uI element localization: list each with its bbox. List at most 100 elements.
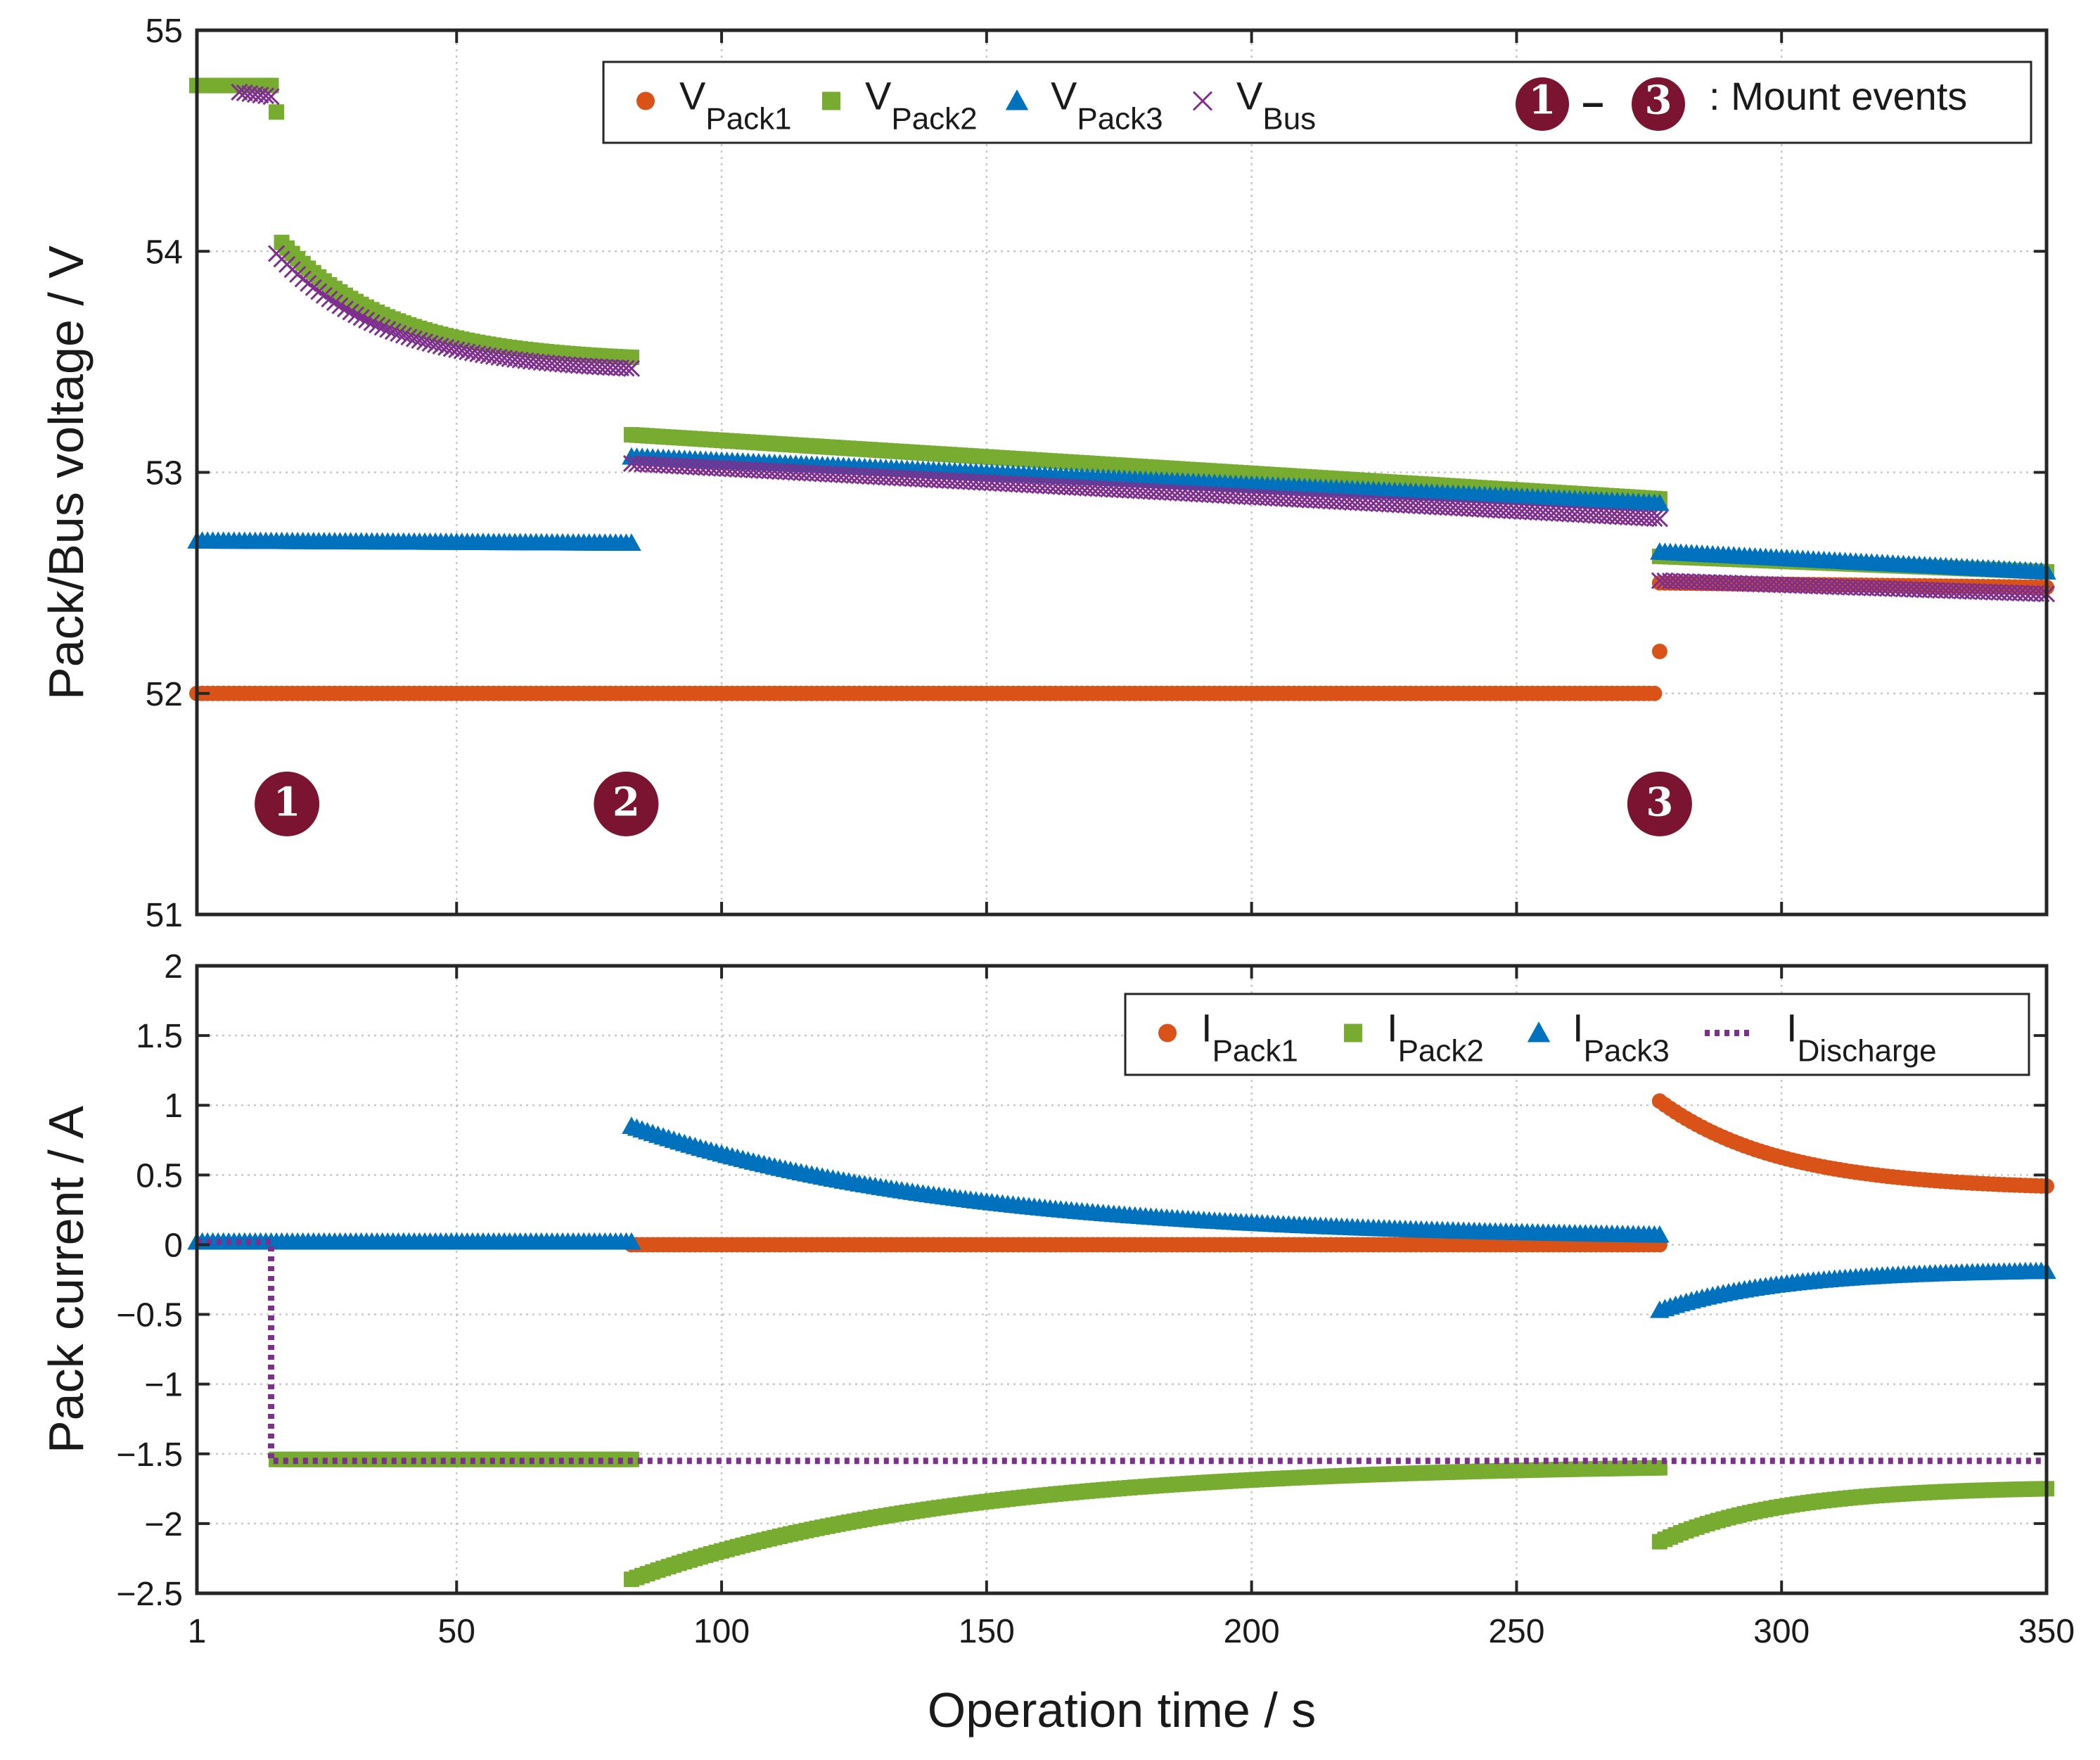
mount-event-marker: 3 [1632,77,1685,131]
series-v-pack1 [189,575,2054,701]
y-tick-label: 51 [146,897,183,934]
data-point [321,291,338,308]
legend-box [602,60,2032,144]
legend-label-sub: Pack2 [891,102,977,136]
x-tick-label: 1 [188,1613,207,1650]
mount-event-label: 2 [613,779,640,825]
data-point [1650,493,1670,511]
data-point [442,340,460,357]
legend-swatch [1192,91,1213,111]
legend-label-sub: Pack3 [1584,1034,1670,1069]
y-tick-label: 55 [146,13,183,50]
data-point [262,88,280,106]
legend-label-sub: Pack1 [1212,1034,1298,1069]
data-point [416,333,434,351]
x-tick-label: 100 [693,1613,750,1650]
series-i-pack1 [623,1093,2054,1253]
data-point [369,316,386,334]
x-tick-label: 300 [1753,1613,1810,1650]
y-tick-label: 1 [164,1088,183,1125]
data-point [358,312,376,329]
data-point [617,359,635,377]
data-point [373,319,391,336]
data-point [352,309,370,326]
y-tick-label: −0.5 [116,1297,183,1334]
data-point [1651,510,1668,528]
mount-event-label: 3 [1645,77,1672,124]
legend-box [1124,993,2030,1076]
legend-swatch [636,91,655,110]
mount-event-marker: 3 [1627,771,1692,836]
data-point [379,321,397,338]
data-point [411,331,428,349]
series-i-pack3 [187,1116,2056,1318]
legend-event-text: : Mount events [1709,74,1967,118]
legend-swatch [1005,89,1029,110]
y-tick-label: −1.5 [116,1436,183,1474]
voltage-axis-title: Pack/Bus voltage / V [39,245,94,700]
data-point [1646,685,1663,701]
x-tick-label: 50 [438,1613,475,1650]
data-point [463,344,481,362]
data-point [342,303,359,321]
discharge-line [197,1238,2047,1465]
data-point [384,323,402,340]
time-axis-title: Operation time / s [928,1683,1316,1737]
data-point [331,297,349,314]
data-point [427,336,444,354]
data-point [1651,644,1667,660]
legend-swatch [1344,1024,1362,1042]
mount-event-marker: 1 [255,771,320,836]
data-point [437,338,455,356]
mount-event-label: 1 [274,779,301,825]
series-i-pack2 [269,1451,2054,1588]
data-point [469,345,487,363]
data-point [432,337,449,355]
x-tick-label: 250 [1488,1613,1544,1650]
y-tick-label: −1 [144,1367,183,1404]
current-axis-title: Pack current / A [39,1106,94,1453]
legend-swatch [1158,1024,1177,1042]
data-point [363,314,380,331]
mount-event-marker: 1 [1516,77,1569,131]
y-tick-label: 52 [146,676,183,713]
y-tick-label: 2 [164,948,183,986]
data-point [448,341,466,359]
data-point [395,326,412,344]
legend-label-sub: Pack2 [1398,1034,1484,1069]
legend-item: IPack1 [1158,1006,1298,1069]
x-tick-label: 350 [2018,1613,2075,1650]
data-point [326,293,343,312]
y-tick-label: 54 [146,234,183,271]
data-point [1650,1225,1670,1243]
legend-label-sub: Pack3 [1077,102,1163,136]
data-point [622,1232,641,1250]
series-i-discharge [197,1238,2047,1465]
mount-event-label: 3 [1646,779,1673,825]
data-point [453,342,470,359]
y-tick-label: −2.5 [116,1576,183,1613]
y-tick-label: 1.5 [136,1018,183,1055]
data-point [622,533,641,551]
y-tick-label: 0.5 [136,1157,183,1194]
series-v-bus [231,83,2056,603]
y-tick-label: 0 [164,1227,183,1264]
data-point [405,330,423,347]
legend-event-dash: – [1582,79,1603,124]
data-point [347,306,365,324]
mount-event-marker: 2 [594,771,659,836]
y-tick-label: −2 [144,1506,183,1543]
mount-event-label: 1 [1529,77,1556,124]
x-tick-label: 150 [959,1613,1015,1650]
data-point [1646,510,1663,528]
legend-label-sub: Bus [1262,102,1316,136]
data-point [257,87,275,105]
data-point [421,335,439,352]
legend-swatch [822,91,840,110]
legend-label-sub: Pack1 [705,102,791,136]
x-tick-label: 200 [1224,1613,1280,1650]
y-tick-label: 53 [146,455,183,492]
